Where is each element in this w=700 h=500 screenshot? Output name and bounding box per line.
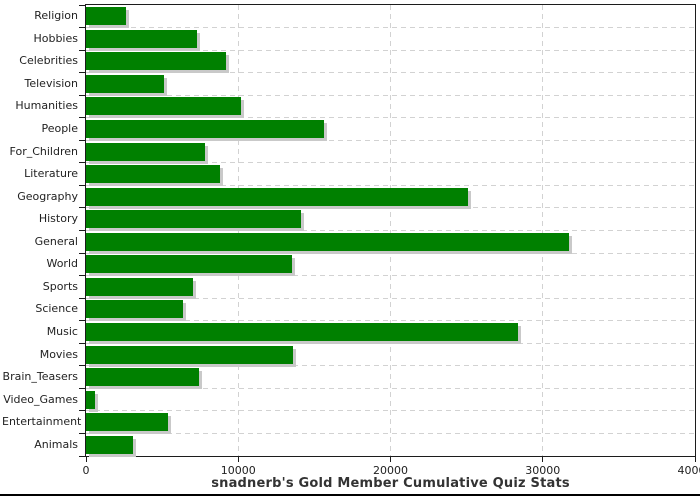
y-axis-tick: [79, 4, 86, 6]
y-axis-tick: [79, 252, 86, 254]
bar-religion: [86, 7, 126, 26]
horizontal-gridline: [86, 184, 695, 186]
y-axis-label-video-games: Video_Games: [3, 392, 78, 406]
bar-music: [86, 322, 519, 341]
y-axis-label-world: World: [46, 257, 78, 271]
y-axis-tick: [79, 72, 86, 74]
y-axis-tick: [79, 49, 86, 51]
bar-history: [86, 210, 301, 229]
bar-for-children: [86, 142, 205, 161]
bar-movies: [86, 345, 294, 364]
horizontal-gridline: [86, 94, 695, 96]
bar-celebrities: [86, 52, 227, 71]
horizontal-gridline: [86, 275, 695, 277]
bottom-border-rule: [0, 494, 700, 496]
bar-general: [86, 232, 569, 251]
y-axis-label-humanities: Humanities: [15, 99, 78, 113]
horizontal-gridline: [86, 365, 695, 367]
y-axis-label-history: History: [38, 212, 78, 226]
bar-hobbies: [86, 29, 198, 48]
y-axis-label-geography: Geography: [17, 189, 78, 203]
horizontal-gridline: [86, 72, 695, 74]
bar-humanities: [86, 97, 242, 116]
y-axis-tick: [79, 207, 86, 209]
y-axis-tick: [79, 139, 86, 141]
x-axis-label-0: 0: [82, 464, 90, 477]
horizontal-gridline: [86, 139, 695, 141]
horizontal-gridline: [86, 432, 695, 434]
y-axis-label-celebrities: Celebrities: [19, 54, 78, 68]
y-axis-label-people: People: [41, 122, 78, 136]
y-axis-label-music: Music: [46, 324, 78, 338]
bar-people: [86, 120, 324, 139]
y-axis-tick: [79, 387, 86, 389]
x-axis-label-10000: 10000: [220, 464, 256, 477]
y-axis-label-movies: Movies: [39, 347, 78, 361]
y-axis-tick: [79, 432, 86, 434]
y-axis-tick: [79, 455, 86, 457]
y-axis-tick: [79, 410, 86, 412]
x-axis-tick-30000: [542, 456, 544, 462]
bar-animals: [86, 435, 134, 454]
y-axis-label-television: Television: [24, 76, 79, 90]
x-axis-label-40000: 40000: [677, 464, 700, 477]
y-axis-label-brain-teasers: Brain_Teasers: [2, 370, 78, 384]
bar-video-games: [86, 390, 96, 409]
horizontal-gridline: [86, 230, 695, 231]
x-axis-tick-0: [85, 456, 87, 462]
y-axis-label-religion: Religion: [34, 9, 78, 23]
y-axis-tick: [79, 27, 86, 29]
bar-literature: [86, 165, 220, 184]
y-axis-tick: [79, 320, 86, 322]
y-axis-label-for-children: For_Children: [9, 144, 78, 158]
y-axis-tick: [79, 342, 86, 344]
x-axis-label-30000: 30000: [525, 464, 561, 477]
bar-science: [86, 300, 184, 319]
horizontal-gridline: [86, 320, 695, 322]
horizontal-gridline: [86, 410, 695, 412]
horizontal-gridline: [86, 252, 695, 254]
y-axis-label-animals: Animals: [34, 437, 78, 451]
y-axis-label-sports: Sports: [42, 279, 78, 293]
x-axis-tick-40000: [694, 456, 696, 462]
horizontal-gridline: [86, 342, 695, 344]
y-axis-tick: [79, 94, 86, 96]
horizontal-gridline: [86, 297, 695, 299]
y-axis-label-entertainment: Entertainment: [2, 415, 82, 429]
bar-television: [86, 74, 164, 93]
x-axis-tick-10000: [237, 456, 239, 462]
y-axis-label-hobbies: Hobbies: [33, 31, 78, 45]
y-axis-tick: [79, 117, 86, 119]
plot-area: Religion Hobbies Celebrities Television Huma…: [2, 4, 700, 477]
bar-brain-teasers: [86, 368, 199, 387]
horizontal-gridline: [86, 162, 695, 164]
x-axis-label-20000: 20000: [373, 464, 408, 477]
y-axis-tick: [79, 297, 86, 299]
bar-geography: [86, 187, 469, 206]
bar-sports: [86, 277, 193, 296]
y-axis-label-science: Science: [35, 302, 78, 316]
y-axis-tick: [79, 230, 86, 231]
horizontal-gridline: [86, 49, 695, 51]
horizontal-gridline: [86, 387, 695, 389]
y-axis-tick: [79, 184, 86, 186]
bar-entertainment: [86, 413, 169, 432]
y-axis-tick: [79, 365, 86, 367]
y-axis-label-general: General: [34, 234, 78, 248]
y-axis-label-literature: Literature: [24, 167, 78, 181]
chart-title: snadnerb's Gold Member Cumulative Quiz S…: [211, 476, 570, 491]
y-axis-tick: [79, 162, 86, 164]
horizontal-gridline: [86, 27, 695, 29]
bar-world: [86, 255, 292, 274]
horizontal-gridline: [86, 117, 695, 119]
x-axis-tick-20000: [390, 456, 391, 462]
horizontal-gridline: [86, 207, 695, 209]
y-axis-tick: [79, 275, 86, 277]
